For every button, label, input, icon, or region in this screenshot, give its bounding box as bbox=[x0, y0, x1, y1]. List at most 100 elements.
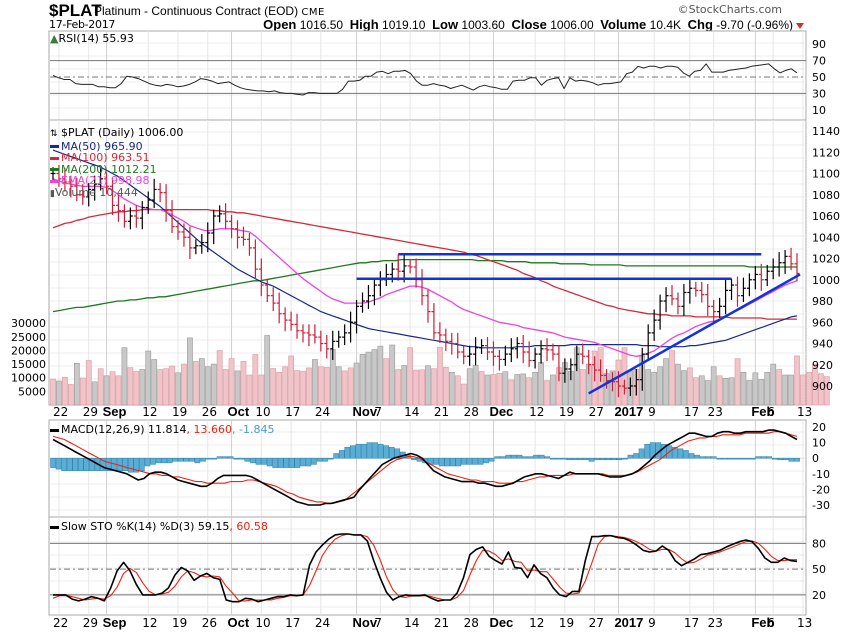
macd-histogram-bar bbox=[227, 456, 234, 459]
macd-histogram-bar bbox=[350, 445, 356, 459]
volume-bar bbox=[782, 374, 788, 406]
macd-histogram-bar bbox=[183, 457, 190, 462]
macd-histogram-bar bbox=[772, 457, 778, 460]
volume-bar bbox=[538, 362, 544, 406]
volume-bar bbox=[163, 368, 170, 406]
macd-histogram-bar bbox=[366, 442, 373, 459]
macd-histogram-bar bbox=[72, 457, 79, 471]
macd-histogram-bar bbox=[205, 457, 212, 460]
volume-bar bbox=[460, 383, 467, 406]
volume-bar bbox=[341, 370, 348, 406]
price-y-tick: 1080 bbox=[812, 189, 840, 202]
price-y-tick: 900 bbox=[812, 380, 833, 393]
volume-bar bbox=[425, 365, 431, 406]
macd-histogram-bar bbox=[466, 457, 473, 465]
macd-histogram-bar bbox=[455, 457, 462, 467]
sto-panel bbox=[48, 516, 807, 616]
macd-histogram-bar bbox=[216, 456, 223, 459]
rsi-legend-text: RSI(14) 55.93 bbox=[58, 32, 134, 45]
rsi-panel bbox=[48, 30, 807, 121]
macd-histogram-bar bbox=[511, 454, 517, 459]
price-y-tick: 1020 bbox=[812, 253, 840, 266]
macd-histogram-bar bbox=[344, 447, 351, 459]
macd-histogram-bar bbox=[166, 457, 173, 464]
macd-histogram-bar bbox=[622, 457, 628, 460]
date-axis-label-bottom: 22 bbox=[53, 616, 68, 630]
high-label: High bbox=[349, 17, 379, 32]
volume-bar bbox=[722, 377, 729, 406]
volume-bar bbox=[532, 371, 538, 406]
low-label: Low bbox=[432, 17, 459, 32]
price-legend-item: ⇅ $PLAT (Daily) 1006.00 bbox=[50, 127, 183, 141]
macd-histogram-bar bbox=[522, 456, 528, 459]
volume-bar bbox=[210, 363, 217, 406]
macd-histogram-bar bbox=[783, 457, 789, 461]
macd-y-tick: 10 bbox=[812, 437, 826, 450]
date-axis-label: 17 bbox=[684, 405, 699, 419]
volume-bar bbox=[520, 373, 527, 406]
volume-bar bbox=[56, 380, 62, 406]
volume-label: Volume bbox=[600, 17, 647, 32]
volume-bar bbox=[698, 375, 705, 406]
volume-bar bbox=[484, 374, 491, 406]
volume-bar bbox=[365, 351, 372, 406]
macd-histogram-bar bbox=[699, 456, 706, 459]
volume-bar bbox=[490, 374, 497, 406]
macd-histogram-bar bbox=[333, 453, 339, 459]
volume-bar bbox=[353, 362, 360, 406]
macd-histogram-bar bbox=[322, 457, 328, 462]
macd-histogram-bar bbox=[594, 457, 600, 461]
date-axis-label: 23 bbox=[708, 405, 723, 419]
macd-histogram-bar bbox=[200, 457, 206, 462]
volume-bar bbox=[288, 355, 295, 406]
volume-bar bbox=[258, 374, 265, 406]
volume-bar bbox=[282, 366, 289, 406]
description-text: Platinum - Continuous Contract (EOD) bbox=[94, 4, 299, 18]
ma200-line bbox=[52, 258, 797, 313]
macd-histogram-bar bbox=[444, 457, 451, 467]
price-y-tick: 1100 bbox=[812, 168, 840, 181]
date-axis-label: 10 bbox=[255, 405, 270, 419]
macd-histogram-bar bbox=[77, 457, 84, 471]
volume-bar bbox=[246, 374, 253, 406]
date-axis-label-bottom: 13 bbox=[797, 616, 812, 630]
sto-swatch bbox=[50, 525, 59, 529]
date-axis-label: 13 bbox=[797, 405, 812, 419]
date-axis-label: 19 bbox=[559, 405, 574, 419]
volume-bar bbox=[306, 367, 312, 406]
date-axis-label-bottom: 7 bbox=[374, 616, 382, 630]
date-axis-label: 26 bbox=[202, 405, 217, 419]
volume-bar bbox=[472, 364, 479, 406]
macd-histogram-bar bbox=[283, 457, 290, 468]
volume-bar bbox=[85, 360, 92, 406]
macd-histogram-bar bbox=[172, 457, 178, 462]
macd-histogram-bar bbox=[733, 457, 739, 460]
volume-bar bbox=[716, 375, 723, 406]
macd-histogram-bar bbox=[89, 457, 95, 471]
date-axis-label-bottom: 19 bbox=[172, 616, 187, 630]
volume-bar bbox=[663, 358, 669, 406]
symbol-description: Platinum - Continuous Contract (EOD) CME bbox=[94, 4, 325, 18]
ema21-legend-label: EMA(21) 998.98 bbox=[61, 174, 150, 188]
volume-bar bbox=[442, 367, 449, 406]
date-axis-label: 29 bbox=[83, 405, 98, 419]
volume-y-tick: 5000 bbox=[18, 385, 46, 398]
volume-bar bbox=[657, 366, 663, 406]
ma100-legend-item: MA(100) 963.51 bbox=[50, 152, 183, 164]
date-axis-label: 12 bbox=[142, 405, 157, 419]
ma50-swatch bbox=[50, 145, 59, 149]
close-label: Close bbox=[511, 17, 547, 32]
bar-chart-icon: ⇅ bbox=[50, 129, 58, 139]
volume-bar bbox=[478, 371, 485, 406]
macd-histogram-bar bbox=[710, 456, 717, 459]
rsi-mountain-icon: ▲ bbox=[50, 32, 59, 45]
volume-bar bbox=[728, 377, 735, 406]
macd-line bbox=[52, 429, 798, 506]
volume-bar bbox=[228, 358, 235, 406]
macd-legend-part: MACD(12,26,9) 11.814 bbox=[61, 423, 187, 436]
macd-histogram-bar bbox=[727, 457, 734, 460]
macd-histogram-bar bbox=[100, 457, 106, 471]
rsi-y-tick: 90 bbox=[812, 38, 826, 51]
ema21-legend-item: EMA(21) 998.98 bbox=[50, 175, 183, 187]
